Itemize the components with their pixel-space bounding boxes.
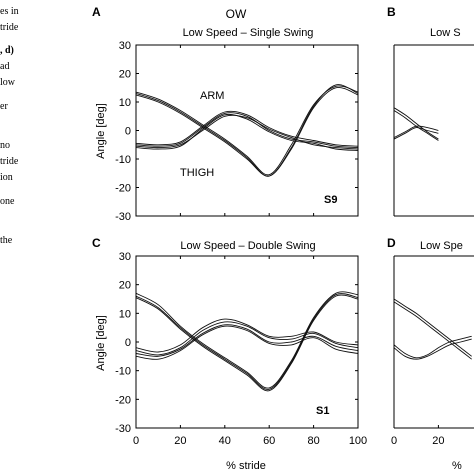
y-tick-label: 20	[119, 280, 131, 292]
y-tick-label: -30	[115, 423, 131, 435]
annotation-thigh: THIGH	[180, 167, 214, 179]
series-line	[136, 113, 358, 151]
series-line	[136, 324, 358, 357]
caption-line: the	[0, 235, 13, 246]
y-tick-label: -10	[115, 154, 131, 166]
caption-line: , d)	[0, 45, 14, 56]
annotation-arm: ARM	[200, 90, 224, 102]
panel-title: Low Spe	[420, 240, 463, 252]
y-tick-label: -20	[115, 183, 131, 195]
series-line	[394, 125, 439, 139]
x-tick-label: 60	[263, 435, 275, 447]
series-line	[394, 107, 439, 140]
axes-group	[393, 44, 474, 217]
caption-line: one	[0, 196, 15, 207]
y-tick-label: 0	[125, 337, 131, 349]
series-line	[136, 291, 358, 389]
y-tick-label: 30	[119, 251, 131, 263]
series-line	[136, 325, 358, 360]
series-line	[136, 321, 358, 356]
series-group	[394, 107, 439, 141]
series-line	[394, 338, 472, 360]
x-tick-label: 0	[133, 435, 139, 447]
caption-line: tride	[0, 156, 19, 167]
panel-letter: C	[92, 236, 101, 250]
x-axis-label: % stride	[226, 460, 266, 472]
series-line	[394, 127, 439, 140]
axes-group: 30 20 10 0 -10 -20 -30	[115, 40, 359, 223]
axis-frame	[135, 44, 359, 217]
y-tick-label: -10	[115, 366, 131, 378]
caption-line: tride	[0, 22, 19, 33]
caption-line: ad	[0, 61, 9, 72]
x-tick-label: 0	[391, 435, 397, 447]
y-tick-label: 20	[119, 69, 131, 81]
series-line	[394, 298, 472, 357]
x-tick-label: 100	[349, 435, 367, 447]
series-group	[136, 84, 358, 177]
panel-title: Low S	[430, 27, 461, 39]
caption-line: no	[0, 140, 10, 151]
series-line	[136, 318, 358, 353]
left-caption-text: es in tride , d) ad low er no tride ion …	[0, 6, 19, 246]
x-tick-label: 80	[307, 435, 319, 447]
x-tick-label: 20	[432, 435, 444, 447]
axis-frame	[135, 255, 359, 429]
axes-group: 0 20	[391, 255, 474, 447]
caption-line: er	[0, 101, 8, 112]
panel-c: C Low Speed – Double Swing S1 Angle [deg…	[92, 236, 367, 447]
series-line	[136, 110, 358, 147]
y-axis-label: Angle [deg]	[95, 315, 107, 371]
y-axis-label: Angle [deg]	[95, 103, 107, 159]
group-title: OW	[226, 7, 247, 21]
series-line	[136, 112, 358, 149]
series-line	[136, 293, 358, 390]
y-tick-label: 10	[119, 97, 131, 109]
x-tick-label: 20	[174, 435, 186, 447]
series-group	[136, 291, 358, 392]
series-line	[136, 294, 358, 392]
caption-line: es in	[0, 6, 19, 17]
y-tick-label: -30	[115, 211, 131, 223]
series-line	[136, 86, 358, 177]
y-tick-label: 10	[119, 308, 131, 320]
panel-a: A OW Low Speed – Single Swing ARM THIGH …	[92, 5, 359, 223]
y-tick-label: -20	[115, 394, 131, 406]
x-tick-label: 40	[219, 435, 231, 447]
y-tick-label: 0	[125, 126, 131, 138]
caption-line: ion	[0, 172, 13, 183]
panel-letter: D	[387, 236, 396, 250]
series-line	[136, 114, 358, 150]
panel-title: Low Speed – Double Swing	[180, 240, 315, 252]
panel-letter: A	[92, 5, 101, 19]
y-tick-label: 30	[119, 40, 131, 52]
series-line	[136, 84, 358, 177]
series-line	[394, 335, 472, 359]
panel-b: B Low S	[387, 5, 474, 217]
caption-line: low	[0, 77, 16, 88]
panel-title: Low Speed – Single Swing	[183, 27, 314, 39]
subject-label: S9	[324, 194, 337, 206]
series-group	[394, 298, 472, 360]
subject-label: S1	[316, 405, 329, 417]
series-line	[394, 301, 472, 360]
series-line	[136, 85, 358, 176]
x-axis-label-partial: %	[452, 460, 462, 472]
panel-d: D Low Spe 0 20	[387, 236, 474, 447]
panel-letter: B	[387, 5, 396, 19]
